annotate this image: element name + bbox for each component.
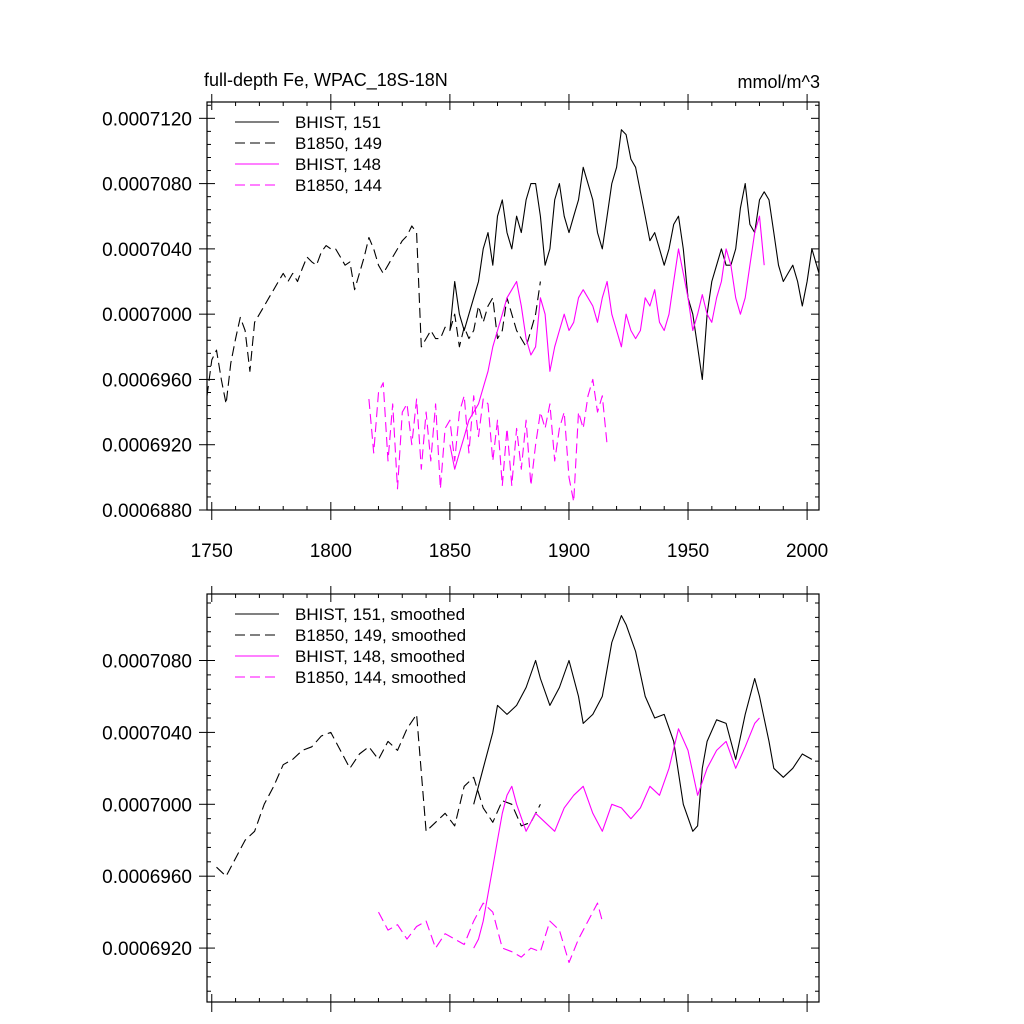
series-line-1 xyxy=(473,615,813,832)
y-tick-label: 0.0006960 xyxy=(102,867,192,888)
y-tick-label: 0.0007040 xyxy=(102,240,192,261)
series-line-4 xyxy=(368,378,608,503)
y-tick-label: 0.0006960 xyxy=(102,370,192,391)
y-tick-label: 0.0006920 xyxy=(102,939,192,960)
legend-label-3: BHIST, 148 xyxy=(295,155,381,174)
y-tick-label: 0.0006880 xyxy=(102,501,192,522)
series-line-2 xyxy=(216,713,541,877)
y-tick-label: 0.0007080 xyxy=(102,652,192,673)
y-tick-label: 0.0007040 xyxy=(102,723,192,744)
bottom-panel: 0.0006920 0.0006960 0.0007000 0.0007040 0.00… xyxy=(102,586,820,1012)
x-axis-bottom xyxy=(211,586,808,1012)
x-tick-label: 1750 xyxy=(191,541,233,562)
plot-frame-top xyxy=(206,101,820,511)
chart-title: full-depth Fe, WPAC_18S-18N xyxy=(204,70,448,91)
x-tick-label: 1950 xyxy=(667,541,709,562)
y-axis-top: 0.0006880 0.0006920 0.0006960 0.0007000 0.00… xyxy=(102,104,819,522)
series-group-top xyxy=(206,129,820,503)
legend-label-1: BHIST, 151, smoothed xyxy=(295,605,465,624)
y-tick-label: 0.0006920 xyxy=(102,436,192,457)
legend-label-4: B1850, 144, smoothed xyxy=(295,668,466,687)
series-group-bottom xyxy=(216,615,813,964)
units-label: mmol/m^3 xyxy=(738,72,820,92)
plot-frame-bottom xyxy=(206,593,820,1003)
legend-label-2: B1850, 149 xyxy=(295,134,382,153)
legend-label-4: B1850, 144 xyxy=(295,176,382,195)
y-tick-label: 0.0007120 xyxy=(102,109,192,130)
x-axis-top: 1750 1800 1850 1900 1950 2000 xyxy=(191,94,828,562)
legend-top: BHIST, 151 B1850, 149 BHIST, 148 B1850, 144 xyxy=(235,113,382,195)
y-tick-label: 0.0007080 xyxy=(102,175,192,196)
top-panel: full-depth Fe, WPAC_18S-18N mmol/m^3 0.0… xyxy=(102,70,828,562)
legend-bottom: BHIST, 151, smoothed B1850, 149, smoothed… xyxy=(235,605,466,687)
y-axis-bottom: 0.0006920 0.0006960 0.0007000 0.0007040 0.00… xyxy=(102,602,819,992)
series-line-3 xyxy=(449,215,765,470)
x-tick-label: 1850 xyxy=(429,541,471,562)
x-tick-label: 2000 xyxy=(786,541,828,562)
y-tick-label: 0.0007000 xyxy=(102,305,192,326)
series-line-3 xyxy=(473,717,760,949)
legend-label-2: B1850, 149, smoothed xyxy=(295,626,466,645)
legend-label-3: BHIST, 148, smoothed xyxy=(295,647,465,666)
y-tick-label: 0.0007000 xyxy=(102,795,192,816)
series-line-2 xyxy=(206,225,541,405)
series-line-4 xyxy=(378,902,603,964)
x-tick-label: 1800 xyxy=(310,541,352,562)
x-tick-label: 1900 xyxy=(548,541,590,562)
series-line-1 xyxy=(449,129,820,380)
legend-label-1: BHIST, 151 xyxy=(295,113,381,132)
